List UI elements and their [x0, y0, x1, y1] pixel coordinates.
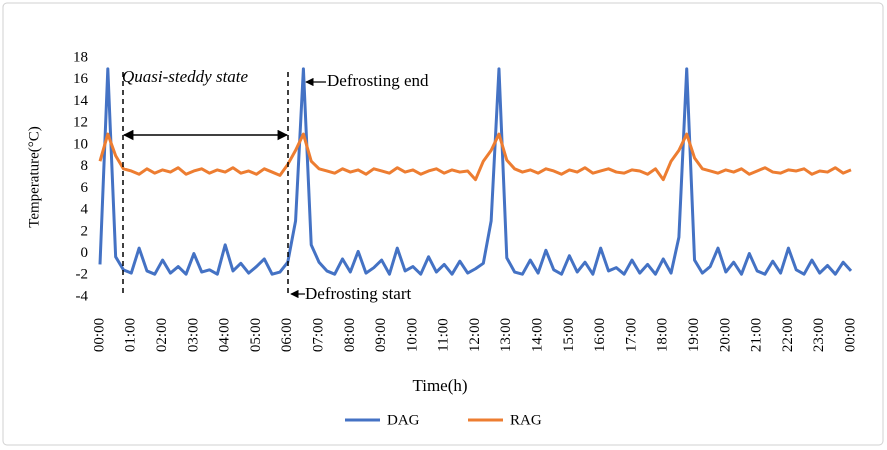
y-tick-label: 18 — [73, 49, 88, 65]
x-tick-label: 00:00 — [842, 318, 858, 352]
x-tick-label: 21:00 — [749, 318, 765, 352]
x-tick-label: 00:00 — [91, 318, 107, 352]
legend-label: DAG — [387, 412, 420, 428]
x-tick-label: 15:00 — [561, 318, 577, 352]
x-tick-label: 04:00 — [217, 318, 233, 352]
x-tick-label: 16:00 — [592, 318, 608, 352]
x-tick-label: 06:00 — [279, 318, 295, 352]
y-tick-label: 12 — [73, 115, 88, 131]
y-tick-label: 16 — [73, 71, 89, 87]
annotation: Defrosting end — [327, 71, 429, 90]
x-tick-label: 14:00 — [530, 318, 546, 352]
annotations: Quasi-steddy state Defrosting end Defros… — [122, 67, 429, 303]
y-tick-label: 6 — [81, 180, 89, 196]
x-tick-label: 23:00 — [811, 318, 827, 352]
data-line — [98, 67, 853, 276]
x-tick-label: 01:00 — [123, 318, 139, 352]
x-tick-label: 19:00 — [686, 318, 702, 352]
x-tick-label: 07:00 — [310, 318, 326, 352]
annotation: Quasi-steddy state — [122, 67, 249, 86]
y-axis-title: Temperature(°C) — [26, 126, 42, 228]
x-tick-label: 08:00 — [342, 318, 358, 352]
x-tick-label: 09:00 — [373, 318, 389, 352]
annotation: Defrosting start — [305, 284, 412, 303]
x-tick-label: 12:00 — [467, 318, 483, 352]
x-tick-label: 05:00 — [248, 318, 264, 352]
x-tick-label: 02:00 — [154, 318, 170, 352]
x-tick-label: 10:00 — [404, 318, 420, 352]
x-tick-label: 13:00 — [498, 318, 514, 352]
y-tick-label: -4 — [76, 288, 89, 304]
data-line — [98, 132, 852, 182]
y-tick-label: 10 — [73, 136, 88, 152]
x-tick-label: 20:00 — [717, 318, 733, 352]
legend-label: RAG — [510, 412, 542, 428]
y-tick-label: 8 — [81, 158, 89, 174]
x-tick-label: 11:00 — [436, 318, 452, 352]
x-tick-label: 17:00 — [623, 318, 639, 352]
x-tick-label: 03:00 — [185, 318, 201, 352]
y-tick-label: 4 — [81, 202, 89, 218]
x-axis-title: Time(h) — [412, 376, 467, 395]
x-tick-label: 18:00 — [655, 318, 671, 352]
y-tick-label: 14 — [73, 93, 89, 109]
y-tick-label: 0 — [81, 245, 89, 261]
y-tick-label: -2 — [76, 267, 89, 283]
x-tick-label: 22:00 — [780, 318, 796, 352]
y-tick-label: 2 — [81, 223, 89, 239]
